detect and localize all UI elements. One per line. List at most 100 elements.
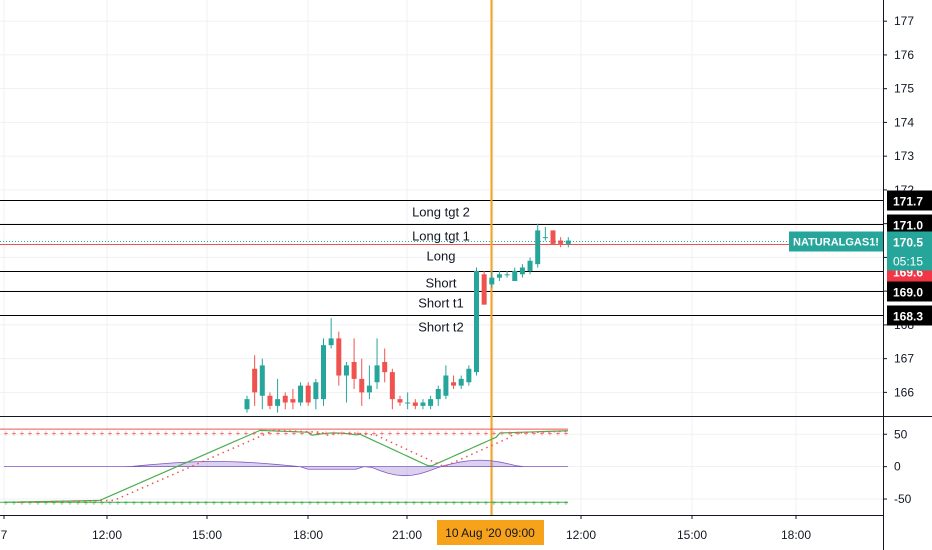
band-marker: + [452, 429, 457, 438]
candle [328, 318, 334, 349]
candle-body [496, 274, 502, 278]
candle-body [535, 230, 541, 265]
band-marker: + [188, 498, 193, 507]
band-marker: + [236, 498, 241, 507]
band-marker: + [316, 498, 321, 507]
band-marker: + [396, 498, 401, 507]
candle-body [527, 260, 533, 271]
oscillator-line [3, 429, 569, 503]
price-badge-bg [887, 214, 932, 235]
band-marker: + [452, 498, 457, 507]
candle [389, 368, 395, 410]
band-marker: + [108, 498, 113, 507]
band-marker: + [308, 498, 313, 507]
level-label: Short t1 [418, 296, 464, 311]
band-marker: + [340, 429, 345, 438]
band-marker: + [388, 498, 393, 507]
last-price-label: 170.5 [893, 236, 923, 250]
price-badge-bg [887, 281, 932, 302]
band-marker: + [284, 429, 289, 438]
band-marker: + [228, 429, 233, 438]
indicator-tick-label: -50 [894, 492, 912, 506]
candle [290, 389, 296, 410]
candle [565, 237, 571, 248]
candle-body [313, 382, 319, 400]
time-tick-label: 7 [1, 528, 8, 542]
candle [321, 338, 326, 406]
band-marker: + [132, 429, 137, 438]
band-marker: + [20, 429, 25, 438]
band-marker: + [364, 429, 369, 438]
band-marker: + [500, 498, 505, 507]
candle-body [343, 365, 349, 376]
band-marker: + [396, 429, 401, 438]
candle-body [275, 399, 281, 406]
band-marker: + [324, 498, 329, 507]
band-marker: + [484, 498, 489, 507]
candle [397, 395, 403, 406]
band-marker: + [492, 498, 497, 507]
band-marker: + [116, 498, 121, 507]
band-marker: + [252, 429, 257, 438]
candle-body [412, 402, 418, 406]
candle-body [351, 362, 357, 379]
band-marker: + [12, 498, 17, 507]
price-tick-label: 167 [894, 352, 914, 366]
band-marker: + [380, 429, 385, 438]
candle [275, 378, 281, 413]
indicator-pane: ++++++++++++++++++++++++++++++++++++++++… [0, 427, 912, 507]
band-marker: + [348, 429, 353, 438]
candle [527, 257, 533, 275]
band-marker: + [444, 429, 449, 438]
price-tick-label: 177 [894, 14, 914, 28]
band-marker: + [276, 498, 281, 507]
candle [496, 270, 502, 282]
candle [466, 365, 472, 386]
band-marker: + [564, 429, 569, 438]
candle [336, 331, 342, 386]
band-marker: + [340, 498, 345, 507]
candle-body [466, 368, 472, 383]
symbol-tag-bg [789, 231, 883, 252]
candle [405, 392, 411, 410]
level-label: Short t2 [418, 320, 464, 335]
band-marker: + [156, 429, 161, 438]
band-marker: + [292, 498, 297, 507]
band-marker: + [76, 498, 81, 507]
candle-body [435, 389, 441, 400]
candle-body [389, 372, 395, 400]
candle-body [550, 230, 556, 244]
candle [305, 382, 311, 406]
band-marker: + [500, 429, 505, 438]
band-marker: + [404, 498, 409, 507]
time-tick-label: 12:00 [566, 528, 596, 542]
band-marker: + [68, 429, 73, 438]
candle [558, 237, 564, 248]
band-marker: + [52, 429, 57, 438]
candle-body [481, 274, 487, 305]
band-marker: + [36, 498, 41, 507]
band-marker: + [148, 429, 153, 438]
candle [343, 362, 349, 403]
candle [259, 358, 265, 410]
indicator-tick-label: 0 [894, 460, 901, 474]
band-marker: + [204, 498, 209, 507]
band-marker: + [268, 429, 273, 438]
band-marker: + [116, 429, 121, 438]
candle-body [443, 375, 449, 396]
band-marker: + [188, 429, 193, 438]
band-marker: + [516, 498, 521, 507]
band-marker: + [44, 498, 49, 507]
candle [550, 230, 556, 244]
band-marker: + [548, 498, 553, 507]
band-marker: + [548, 429, 553, 438]
candle-body [321, 345, 326, 400]
band-marker: + [244, 498, 249, 507]
band-marker: + [380, 498, 385, 507]
band-marker: + [364, 498, 369, 507]
candle-body [504, 274, 510, 276]
price-badge: 168.3 [887, 305, 932, 326]
band-marker: + [140, 429, 145, 438]
